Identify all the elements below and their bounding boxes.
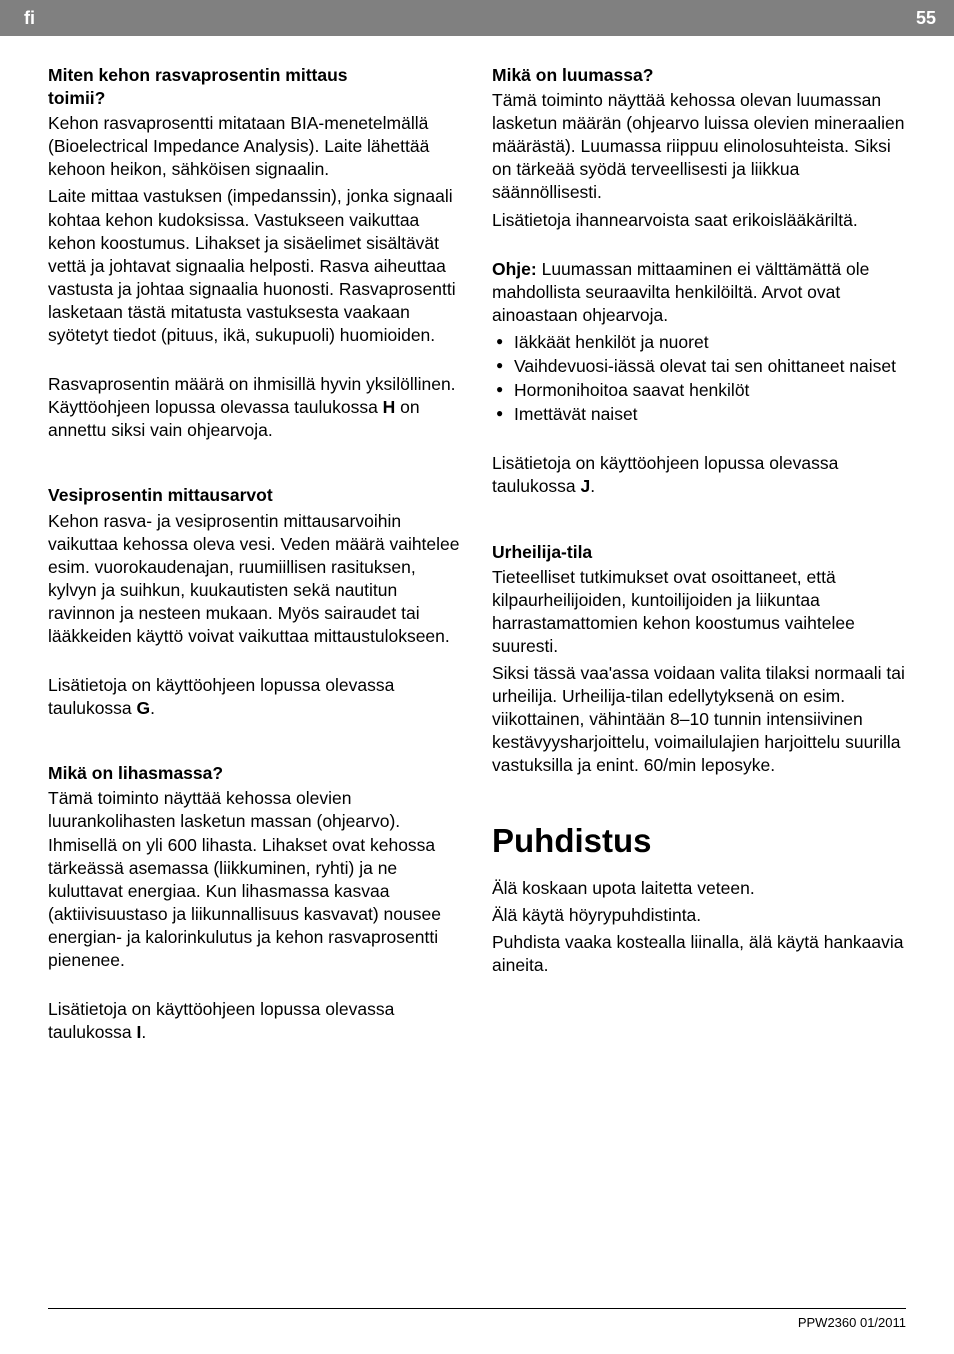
s3-p2: Lisätietoja on käyttöohjeen lopussa olev… <box>48 998 462 1044</box>
s4-p4b: . <box>590 476 595 496</box>
s2-p2a: Lisätietoja on käyttöohjeen lopussa olev… <box>48 675 394 718</box>
s4-p4a: Lisätietoja on käyttöohjeen lopussa olev… <box>492 453 838 496</box>
s3-p2b: . <box>141 1022 146 1042</box>
s2-p2-bold: G <box>137 698 151 718</box>
s1-p3-bold: H <box>383 397 396 417</box>
s5-p2: Siksi tässä vaa'assa voidaan valita tila… <box>492 662 906 777</box>
s5-p1: Tieteelliset tutkimukset ovat osoittanee… <box>492 566 906 658</box>
header-page: 55 <box>916 8 936 29</box>
s4-p1: Tämä toiminto näyttää kehossa olevan luu… <box>492 89 906 204</box>
s1-heading: Miten kehon rasvaprosentin mittaus toimi… <box>48 64 462 110</box>
clean-p3: Puhdista vaaka kostealla liinalla, älä k… <box>492 931 906 977</box>
s1-heading-l1: Miten kehon rasvaprosentin mittaus <box>48 65 348 85</box>
header-bar: fi 55 <box>0 0 954 36</box>
list-item: Vaihdevuosi-iässä olevat tai sen ohittan… <box>492 355 906 378</box>
puhdistus-heading: Puhdistus <box>492 819 906 863</box>
s2-p2b: . <box>150 698 155 718</box>
list-item: Imettävät naiset <box>492 403 906 426</box>
s1-p2: Laite mittaa vastuksen (impedanssin), jo… <box>48 185 462 347</box>
s4-p4: Lisätietoja on käyttöohjeen lopussa olev… <box>492 452 906 498</box>
s2-p1: Kehon rasva- ja vesiprosentin mittausarv… <box>48 510 462 649</box>
s1-heading-l2: toimii? <box>48 88 105 108</box>
footer: PPW2360 01/2011 <box>48 1308 906 1330</box>
s4-p3-text: Luumassan mittaaminen ei välttämättä ole… <box>492 259 869 325</box>
s4-heading: Mikä on luumassa? <box>492 64 906 87</box>
footer-text: PPW2360 01/2011 <box>798 1315 906 1330</box>
right-column: Mikä on luumassa? Tämä toiminto näyttää … <box>492 64 906 1048</box>
s4-bullets: Iäkkäät henkilöt ja nuoret Vaihdevuosi-i… <box>492 331 906 426</box>
s2-heading: Vesiprosentin mittausarvot <box>48 484 462 507</box>
list-item: Iäkkäät henkilöt ja nuoret <box>492 331 906 354</box>
left-column: Miten kehon rasvaprosentin mittaus toimi… <box>48 64 462 1048</box>
content: Miten kehon rasvaprosentin mittaus toimi… <box>0 36 954 1048</box>
s1-p1: Kehon rasvaprosentti mitataan BIA-menete… <box>48 112 462 181</box>
s3-p2a: Lisätietoja on käyttöohjeen lopussa olev… <box>48 999 394 1042</box>
s4-p3-bold: Ohje: <box>492 259 537 279</box>
s1-p3: Rasvaprosentin määrä on ihmisillä hyvin … <box>48 373 462 442</box>
clean-p2: Älä käytä höyrypuhdistinta. <box>492 904 906 927</box>
s4-p3: Ohje: Luumassan mittaaminen ei välttämät… <box>492 258 906 327</box>
clean-p1: Älä koskaan upota laitetta veteen. <box>492 877 906 900</box>
header-lang: fi <box>24 8 35 29</box>
s3-p1: Tämä toiminto näyttää kehossa olevien lu… <box>48 787 462 972</box>
s4-p4-bold: J <box>581 476 591 496</box>
s4-p2: Lisätietoja ihannearvoista saat erikoisl… <box>492 209 906 232</box>
s5-heading: Urheilija-tila <box>492 541 906 564</box>
s2-p2: Lisätietoja on käyttöohjeen lopussa olev… <box>48 674 462 720</box>
list-item: Hormonihoitoa saavat henkilöt <box>492 379 906 402</box>
s3-heading: Mikä on lihasmassa? <box>48 762 462 785</box>
